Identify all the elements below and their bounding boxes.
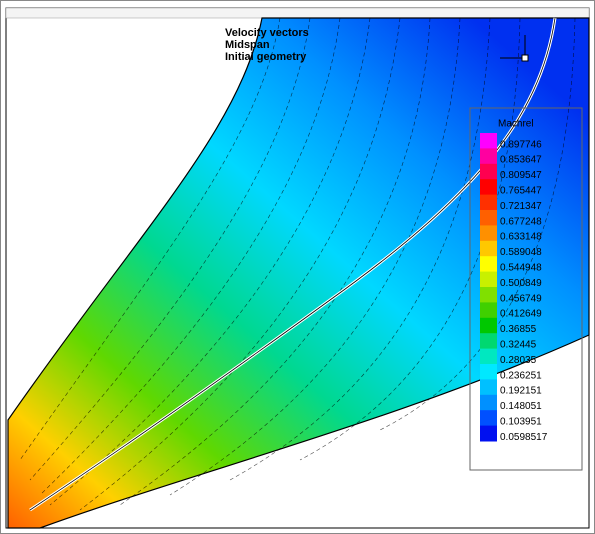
legend-label: 0.589048 — [500, 247, 542, 258]
legend-swatch — [480, 287, 497, 303]
legend-label: 0.148051 — [500, 401, 542, 412]
legend-label: 0.236251 — [500, 370, 542, 381]
legend-title: Machrel — [498, 119, 534, 130]
legend-swatch — [480, 241, 497, 257]
legend-swatch — [480, 272, 497, 288]
legend-label: 0.412649 — [500, 309, 542, 320]
legend-label: 0.32445 — [500, 340, 537, 351]
axis-origin — [522, 55, 528, 61]
legend-swatch — [480, 410, 497, 426]
annotation: Initial geometry — [225, 51, 307, 63]
legend-swatch — [480, 379, 497, 395]
legend-swatch — [480, 225, 497, 241]
legend-swatch — [480, 195, 497, 211]
legend-swatch — [480, 148, 497, 164]
legend-label: 0.633148 — [500, 232, 542, 243]
page: Velocity vectors Midspan Initial geometr… — [0, 0, 595, 534]
legend-swatch — [480, 179, 497, 195]
legend-swatch — [480, 256, 497, 272]
legend-swatch — [480, 349, 497, 365]
legend-label: 0.677248 — [500, 216, 542, 227]
legend-swatch — [480, 164, 497, 180]
legend-label: 0.721347 — [500, 201, 542, 212]
legend-label: 0.500849 — [500, 278, 542, 289]
legend-label: 0.36855 — [500, 324, 537, 335]
legend-swatch — [480, 210, 497, 226]
legend-swatch — [480, 333, 497, 349]
legend-label: 0.103951 — [500, 417, 542, 428]
legend-label: 0.897746 — [500, 139, 542, 150]
legend-label: 0.765447 — [500, 186, 542, 197]
annotation: Velocity vectors — [225, 27, 309, 39]
legend-label: 0.192151 — [500, 386, 542, 397]
legend-label: 0.0598517 — [500, 432, 548, 443]
legend-swatch — [480, 302, 497, 318]
annotation: Midspan — [225, 39, 270, 51]
legend-label: 0.544948 — [500, 263, 542, 274]
legend-swatch — [480, 318, 497, 334]
legend-label: 0.853647 — [500, 155, 542, 166]
screenshot: Velocity vectors Midspan Initial geometr… — [0, 0, 595, 534]
legend-label: 0.809547 — [500, 170, 542, 181]
legend-label: 0.456749 — [500, 293, 542, 304]
legend-swatch — [480, 364, 497, 380]
legend-label: 0.28035 — [500, 355, 537, 366]
legend-swatch — [480, 395, 497, 411]
legend-swatch — [480, 133, 497, 149]
title-bar — [6, 8, 589, 18]
legend-swatch — [480, 426, 497, 442]
